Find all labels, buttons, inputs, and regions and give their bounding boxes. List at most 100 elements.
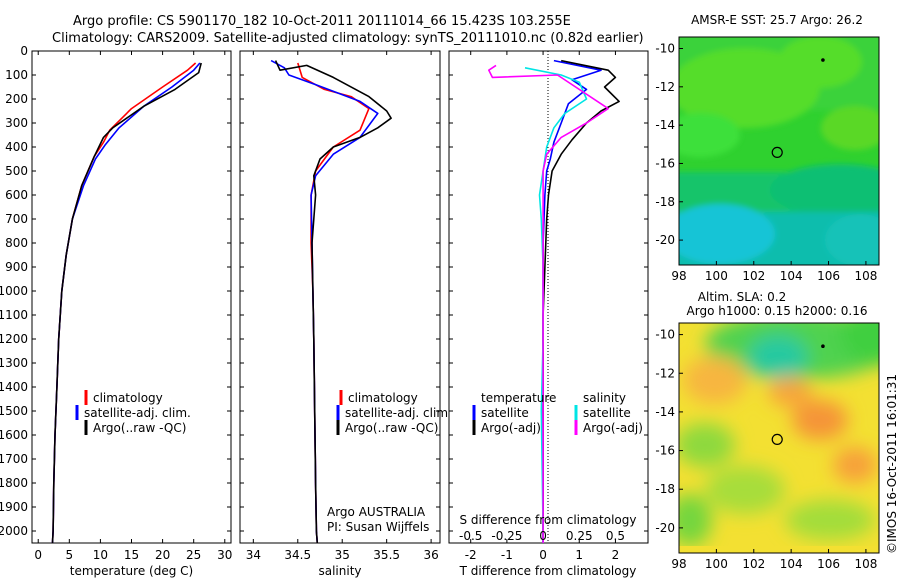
legend-header-temperature: temperature [481, 391, 556, 405]
sst-map-frame [678, 36, 880, 266]
map-y-tick-label: -20 [655, 521, 675, 535]
depth-tick-label: 1700 [0, 452, 28, 466]
legend-label-satellite-adj: satellite-adj. clim. [84, 406, 191, 420]
map-y-tick-label: -12 [655, 366, 675, 380]
header-line2: Climatology: CARS2009. Satellite-adjuste… [52, 31, 644, 46]
legend-label-climatology: climatology [348, 391, 418, 405]
sst-map-ticks: 98 100 102 104 106 108 -10 -12 -14 -16 -18 -20 [655, 41, 877, 283]
map-y-tick-label: -10 [655, 328, 675, 342]
map-y-tick-label: -18 [655, 195, 675, 209]
depth-tick-label: 1000 [0, 284, 28, 298]
x-tick-label: 34 [246, 548, 261, 562]
sst-map-title: AMSR-E SST: 25.7 Argo: 26.2 [691, 13, 863, 27]
map-x-tick-label: 98 [671, 269, 686, 283]
s-difference-tick-label: 0.25 [566, 529, 593, 543]
depth-tick-label: 800 [5, 236, 28, 250]
sla-map-ticks: 98 100 102 104 106 108 -10 -12 -14 -16 -18 -20 [655, 328, 877, 571]
depth-tick-label: 600 [5, 188, 28, 202]
depth-tick-label: 700 [5, 212, 28, 226]
depth-tick-label: 1900 [0, 500, 28, 514]
t-difference-label: T difference from climatology [459, 564, 637, 578]
x-tick-label: 0 [539, 548, 547, 562]
map-x-tick-label: 106 [817, 269, 840, 283]
depth-tick-label: 1200 [0, 332, 28, 346]
map-y-tick-label: -20 [655, 233, 675, 247]
difference-legend: temperature salinity satellite Argo(-adj… [472, 391, 643, 435]
legend-label-argo: Argo(..raw -QC) [345, 421, 438, 435]
salinity-panel: 34 34.5 35 35.5 36 salinity climatology sate… [239, 50, 452, 578]
map-y-tick-label: -14 [655, 118, 675, 132]
depth-tick-label: 1600 [0, 428, 28, 442]
depth-tick-label: 200 [5, 92, 28, 106]
map-x-tick-label: 104 [780, 557, 803, 571]
map-point-marker [821, 344, 825, 348]
depth-tick-label: 900 [5, 260, 28, 274]
argo-location-marker [771, 433, 783, 446]
temperature-plot-frame [31, 50, 232, 544]
sla-map-title-line2: Argo h1000: 0.15 h2000: 0.16 [687, 304, 868, 318]
legend-label-temperature-argo: Argo(-adj) [481, 421, 541, 435]
depth-tick-label: 2000 [0, 524, 28, 538]
map-y-tick-label: -16 [655, 444, 675, 458]
temperature-xlabel: temperature (deg C) [70, 564, 193, 578]
x-tick-label: 20 [155, 548, 170, 562]
x-tick-label: 25 [186, 548, 201, 562]
salinity-xlabel: salinity [318, 564, 361, 578]
x-tick-label: 15 [124, 548, 139, 562]
legend-label-satellite-adj: satellite-adj. clim. [345, 406, 452, 420]
x-tick-label: -2 [465, 548, 477, 562]
temperature-legend: climatology satellite-adj. clim. Argo(..… [75, 390, 191, 435]
map-y-tick-label: -10 [655, 41, 675, 55]
map-x-tick-label: 108 [854, 269, 877, 283]
sla-field [679, 323, 879, 553]
x-tick-label: 5 [65, 548, 73, 562]
map-y-tick-label: -18 [655, 482, 675, 496]
map-y-tick-label: -14 [655, 405, 675, 419]
difference-ticks: -2 -1 0 1 2 [449, 50, 648, 562]
temperature-ticks: 0 5 10 15 20 25 30 [32, 50, 232, 562]
map-x-tick-label: 108 [854, 557, 877, 571]
argo-location-marker [771, 146, 783, 158]
x-tick-label: 2 [612, 548, 620, 562]
credit-argo: Argo AUSTRALIA [327, 505, 426, 519]
legend-label-climatology: climatology [93, 391, 163, 405]
x-tick-label: 10 [93, 548, 108, 562]
s-difference-tick-label: -0.5 [459, 529, 482, 543]
difference-lines [487, 59, 620, 543]
sla-map-markers [771, 344, 825, 446]
series-line-black [51, 62, 202, 543]
depth-tick-label: 1100 [0, 308, 28, 322]
depth-tick-labels: 0 100 200 300 400 500 600 700 800 900 1000 1100 1200… [0, 44, 28, 538]
s-difference-tick-label: 0.5 [606, 529, 625, 543]
temperature-panel: 0100200300400500600700800900100011001200… [0, 44, 232, 578]
depth-tick-label: 100 [5, 68, 28, 82]
salinity-lines [270, 59, 392, 543]
x-tick-label: 35 [335, 548, 350, 562]
depth-tick-label: 300 [5, 116, 28, 130]
legend-label-salinity-argo: Argo(-adj) [583, 421, 643, 435]
map-point-marker [821, 58, 825, 62]
s-difference-tick-label: 0 [539, 529, 547, 543]
sst-field [679, 37, 879, 265]
depth-tick-label: 0 [20, 44, 28, 58]
legend-label-temperature-satellite: satellite [481, 406, 529, 420]
map-x-tick-label: 106 [817, 557, 840, 571]
s-difference-label: S difference from climatology [460, 513, 637, 527]
salinity-ticks: 34 34.5 35 35.5 36 [240, 50, 440, 562]
x-tick-label: 1 [575, 548, 583, 562]
salinity-plot-frame [239, 50, 441, 544]
legend-header-salinity: salinity [583, 391, 626, 405]
map-x-tick-label: 102 [742, 269, 765, 283]
sst-map-markers [771, 58, 825, 158]
map-y-tick-label: -12 [655, 80, 675, 94]
sla-map-frame [678, 322, 880, 554]
map-x-tick-label: 102 [742, 557, 765, 571]
s-difference-tick-label: -0.25 [491, 529, 522, 543]
x-tick-label: 35.5 [373, 548, 400, 562]
series-line-magenta [487, 64, 610, 543]
map-x-tick-label: 100 [705, 557, 728, 571]
x-tick-label: 30 [217, 548, 232, 562]
x-tick-label: 36 [423, 548, 438, 562]
imos-stamp: ©IMOS 16-Oct-2011 16:01:31 [885, 374, 899, 554]
